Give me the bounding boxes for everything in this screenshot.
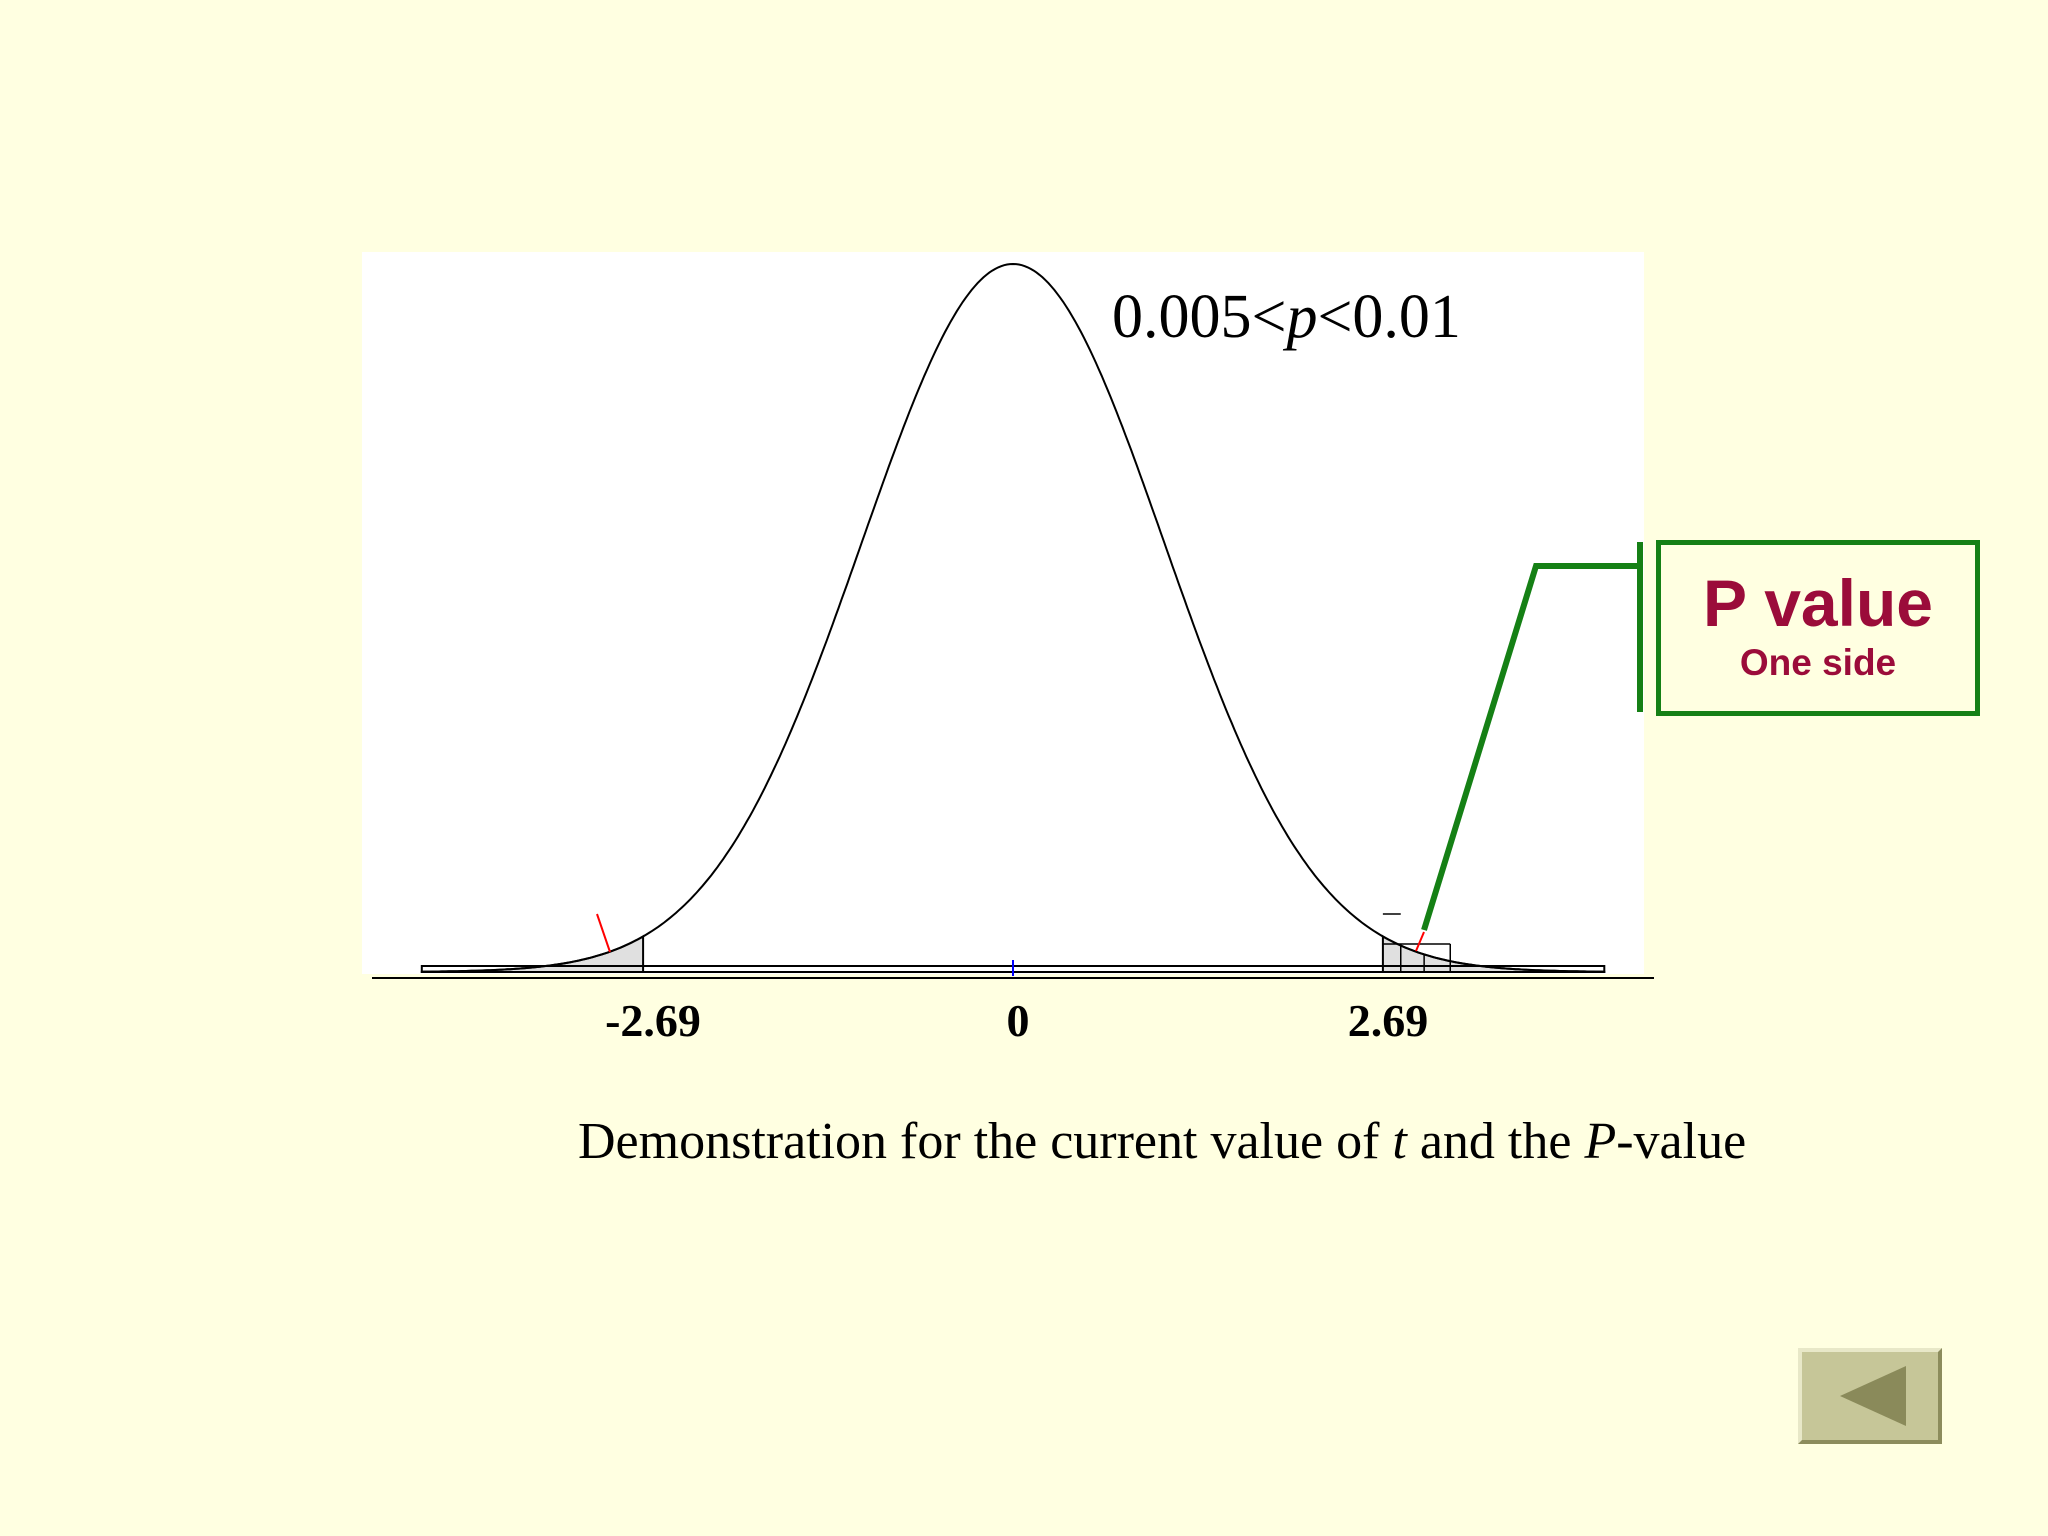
p-value-callout: P value One side	[1656, 540, 1980, 716]
p-range-suffix: <0.01	[1317, 283, 1461, 351]
plot-background	[362, 252, 1644, 974]
callout-leader-line	[1421, 563, 1640, 931]
p-range-symbol: p	[1286, 283, 1318, 351]
caption-part1: Demonstration for the current value of	[578, 1113, 1393, 1170]
callout-title: P value	[1703, 566, 1933, 640]
p-range-annotation: 0.005<p<0.01	[1112, 282, 1461, 353]
tick-label-zero: 0	[1006, 995, 1030, 1046]
tick-label-neg: -2.69	[605, 995, 701, 1046]
caption-p: P	[1584, 1113, 1617, 1170]
caption: Demonstration for the current value of t…	[578, 1112, 1746, 1171]
caption-part3: -value	[1616, 1113, 1747, 1170]
caption-t: t	[1392, 1113, 1407, 1170]
back-button[interactable]	[1798, 1348, 1942, 1444]
right-tail-marker	[1415, 931, 1425, 952]
caption-part2: and the	[1406, 1113, 1585, 1170]
t-distribution-curve	[421, 262, 1605, 973]
p-range-prefix: 0.005<	[1112, 283, 1287, 351]
callout-subtitle: One side	[1739, 642, 1897, 683]
tick-label-pos: 2.69	[1347, 995, 1429, 1046]
right-tail-detail	[1382, 913, 1451, 972]
triangle-left-icon	[1840, 1366, 1906, 1426]
left-tail-marker	[596, 913, 611, 953]
